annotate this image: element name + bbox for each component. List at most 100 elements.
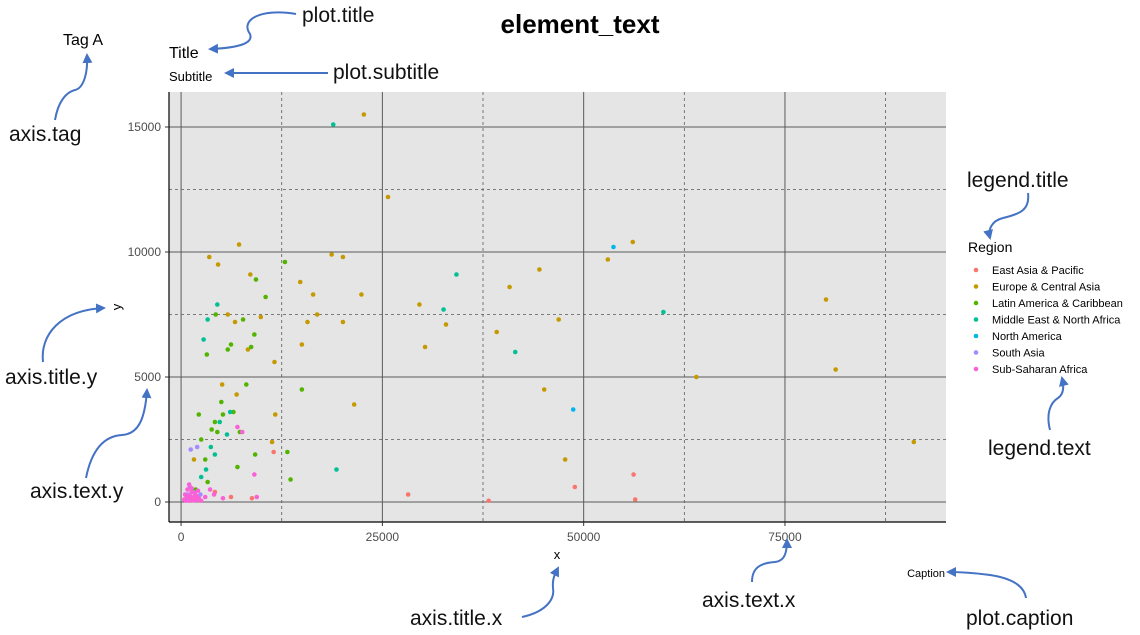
data-point [507, 284, 512, 290]
data-point [201, 337, 206, 342]
data-point [632, 497, 638, 502]
annotation-axis-title-y: axis.title.y [5, 366, 98, 389]
data-point [299, 387, 305, 392]
y-axis-title: y [109, 303, 124, 310]
data-point [211, 492, 217, 497]
data-point [361, 112, 367, 117]
data-point [227, 409, 233, 415]
legend-item-label: Middle East & North Africa [992, 315, 1121, 327]
data-point [234, 392, 239, 397]
x-tick-label: 25000 [366, 530, 400, 544]
data-point [254, 494, 260, 500]
plot-caption: Caption [907, 568, 945, 580]
figure-heading: element_text [501, 9, 660, 39]
legend-key [973, 300, 979, 306]
data-point [512, 349, 518, 355]
data-point [334, 467, 339, 472]
data-point [314, 312, 320, 317]
data-point [285, 449, 290, 455]
legend-item-label: North America [992, 331, 1063, 343]
data-point [494, 329, 500, 335]
legend-key [973, 317, 979, 322]
data-point [258, 314, 264, 320]
data-point [269, 439, 275, 445]
data-point [186, 482, 192, 487]
data-point [272, 359, 277, 365]
data-point [248, 344, 254, 350]
data-point [215, 429, 220, 435]
x-axis-ticks: 0 25000 50000 75000 [178, 522, 802, 544]
legend: East Asia & Pacific Europe & Central Asia… [973, 265, 1123, 376]
data-point [282, 259, 288, 265]
data-point [206, 254, 212, 260]
tag-label: Tag A [63, 32, 103, 49]
data-point [252, 472, 257, 477]
plot-panel [169, 92, 946, 522]
data-point [541, 387, 547, 392]
annotation-plot-subtitle: plot.subtitle [333, 61, 439, 84]
data-point [299, 342, 305, 347]
y-tick-label: 15000 [128, 120, 162, 134]
major-gridlines [169, 92, 946, 522]
data-point [213, 312, 219, 317]
x-tick-label: 75000 [768, 530, 802, 544]
data-point [443, 322, 449, 327]
annotation-plot-title: plot.title [302, 4, 374, 27]
data-point [340, 319, 346, 325]
data-point [611, 244, 616, 250]
data-point [330, 122, 336, 127]
arrow-legend-text [1047, 376, 1069, 431]
annotation-legend-title: legend.title [967, 169, 1069, 192]
data-point [385, 194, 391, 200]
plot-subtitle: Subtitle [169, 69, 212, 84]
data-point [248, 272, 253, 277]
data-point [253, 277, 259, 282]
data-point [252, 452, 258, 457]
data-point [205, 317, 210, 322]
data-point [224, 432, 230, 437]
y-tick-label: 0 [154, 495, 161, 509]
data-point [422, 344, 428, 350]
arrow-axis-tag [54, 53, 93, 121]
data-point [217, 419, 223, 425]
legend-key [973, 350, 979, 355]
data-point [305, 319, 310, 325]
data-point [204, 352, 210, 357]
data-point [205, 479, 210, 485]
annotation-axis-title-x: axis.title.x [410, 607, 503, 630]
data-point [486, 498, 491, 504]
arrow-legend-title [983, 192, 1030, 240]
data-point [225, 347, 231, 352]
data-point [359, 292, 364, 297]
data-point [220, 412, 226, 417]
data-point [271, 449, 276, 455]
data-point [220, 495, 226, 501]
data-point [219, 382, 225, 387]
data-point [198, 474, 204, 480]
data-point [310, 292, 316, 297]
data-point [228, 342, 234, 347]
data-point [191, 457, 197, 462]
scatter-points [181, 112, 917, 504]
legend-item-label: South Asia [992, 348, 1045, 360]
data-point [556, 317, 562, 322]
annotation-axis-text-y: axis.text.y [30, 480, 124, 503]
legend-title: Region [968, 239, 1012, 255]
data-point [208, 444, 214, 450]
data-point [196, 412, 202, 417]
y-tick-label: 5000 [134, 370, 161, 384]
data-point [195, 488, 201, 494]
legend-key [973, 284, 979, 289]
data-point [240, 317, 246, 322]
data-point [203, 467, 209, 472]
legend-item-label: East Asia & Pacific [992, 265, 1084, 277]
arrow-plot-title [208, 11, 297, 54]
plot-title: Title [169, 45, 199, 62]
arrow-axis-text-x [751, 538, 792, 583]
annotation-legend-text: legend.text [988, 437, 1091, 460]
data-point [215, 302, 220, 307]
annotation-plot-caption: plot.caption [966, 607, 1073, 630]
arrow-axis-title-y [41, 303, 106, 363]
data-point [252, 332, 257, 337]
